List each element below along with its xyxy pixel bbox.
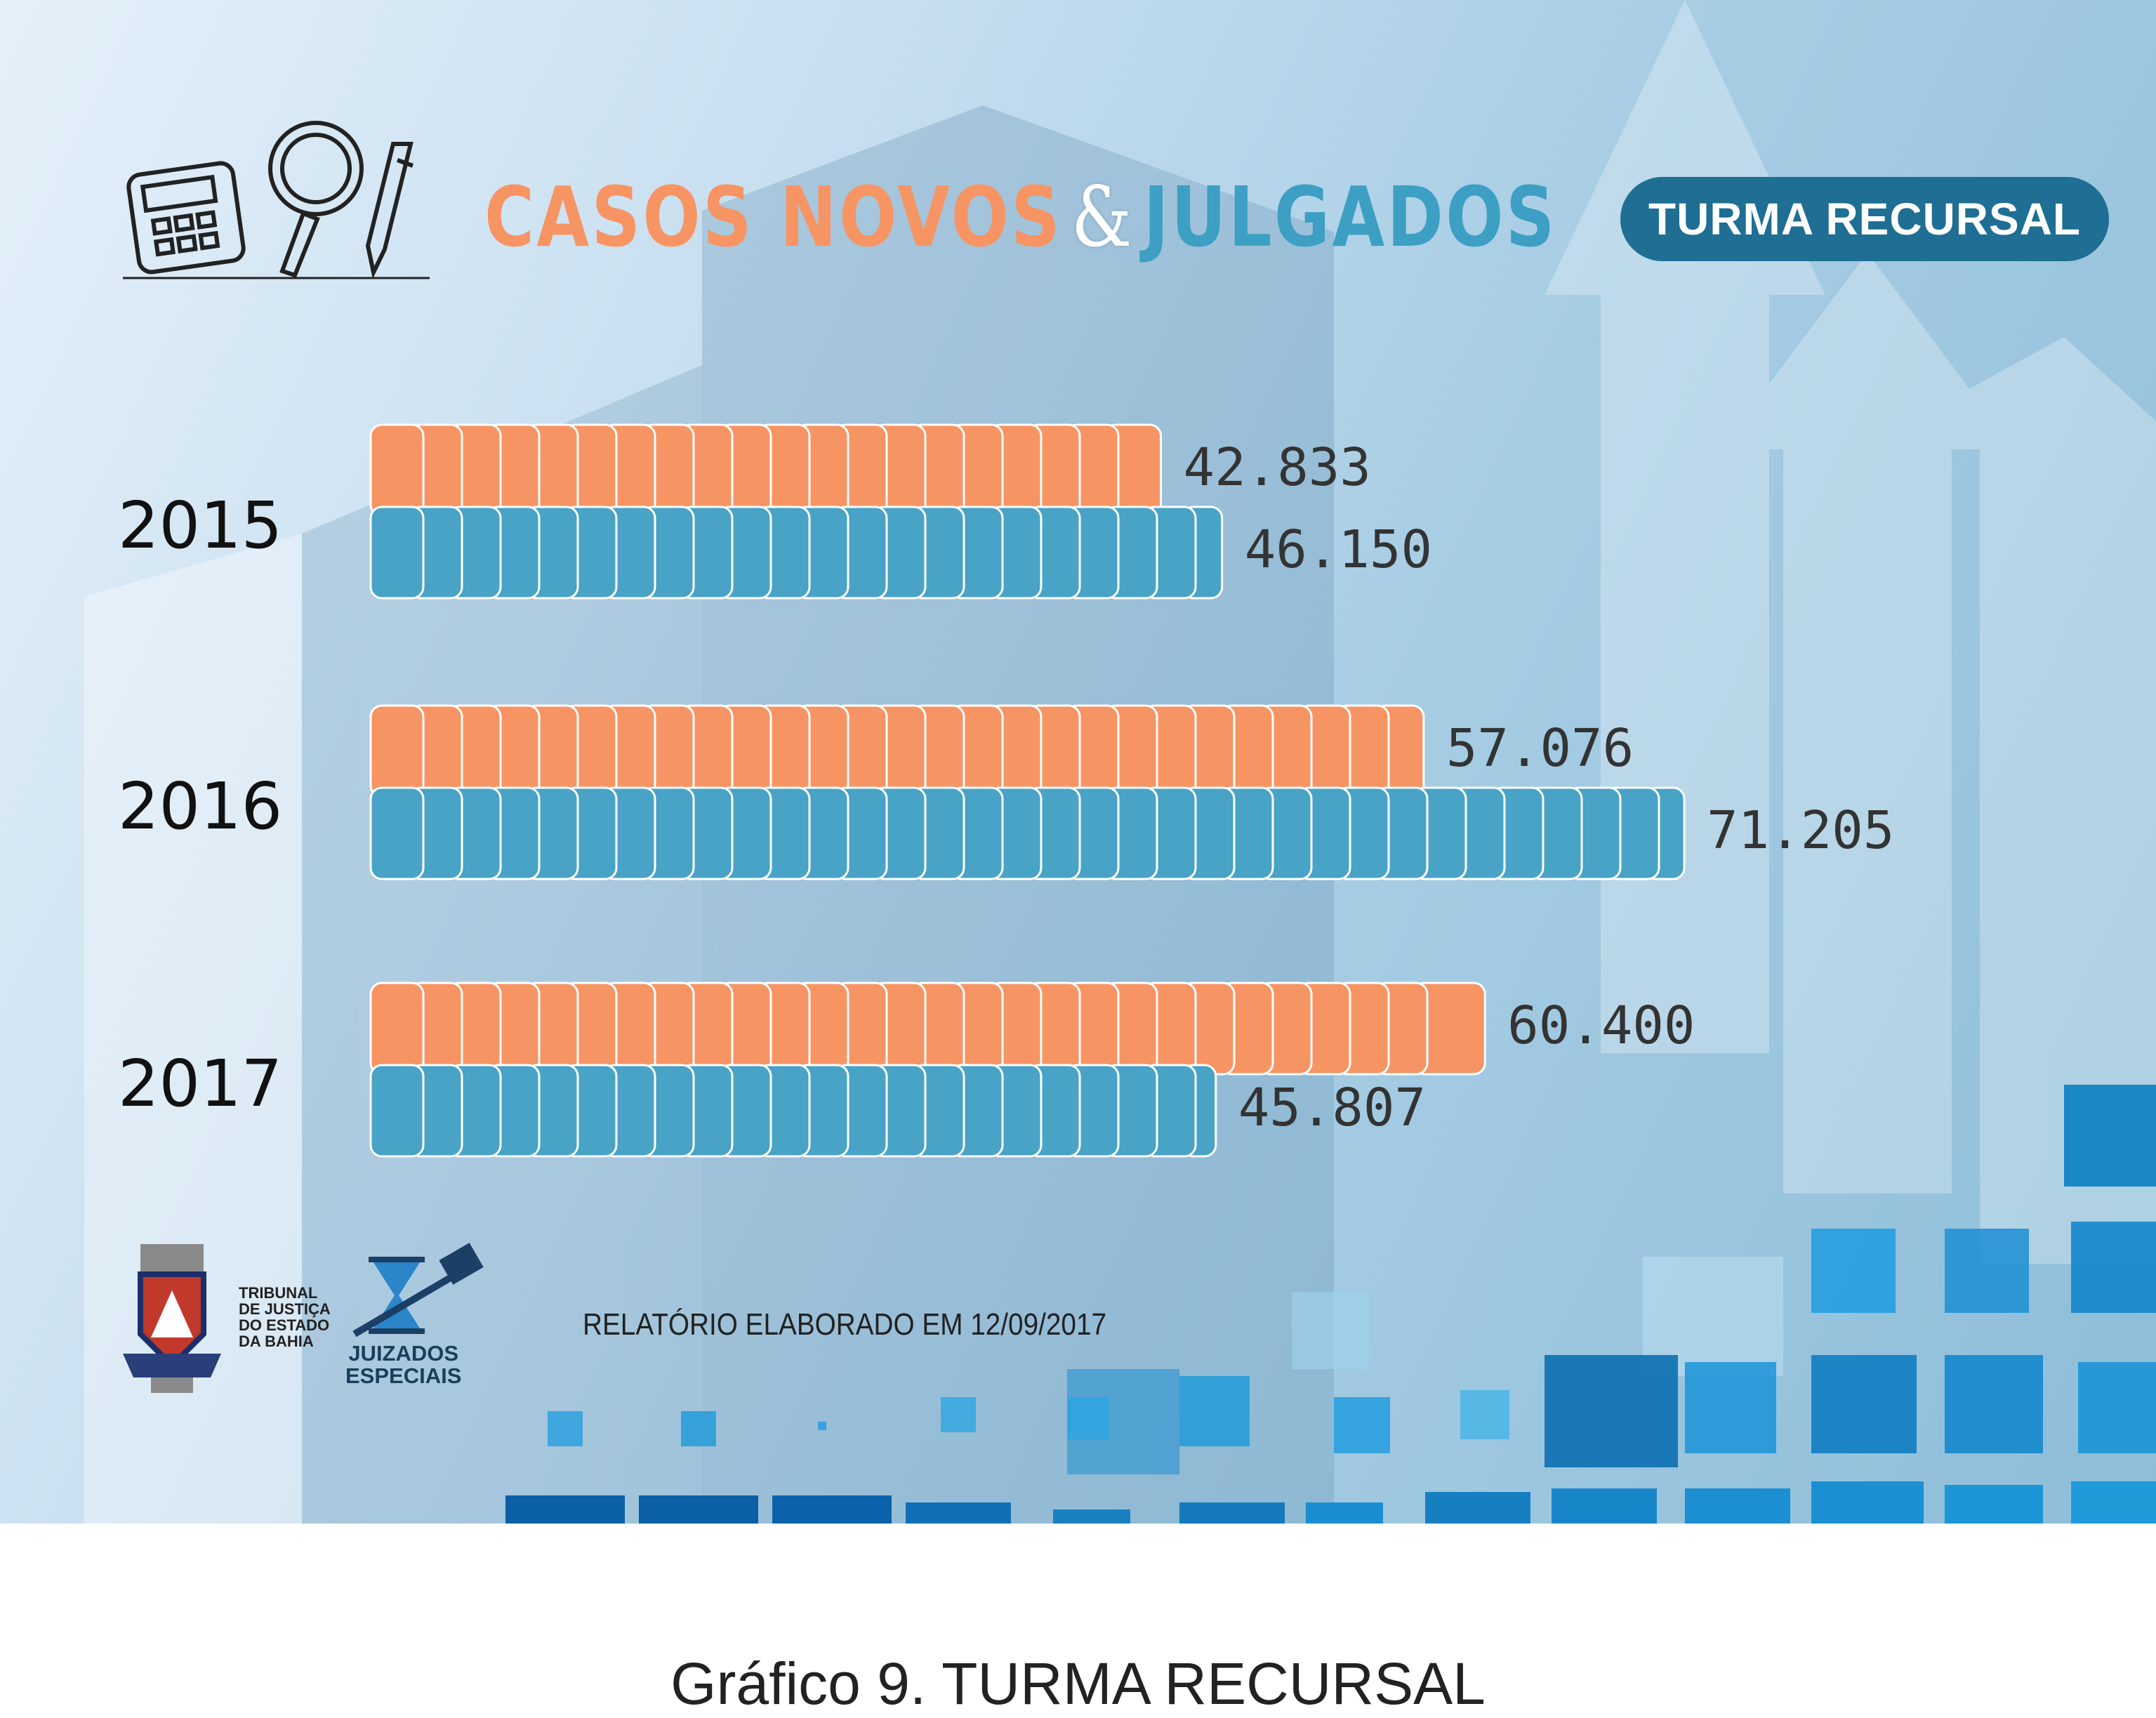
value-label-julgados-2015: 46.150 [1244,520,1433,580]
value-label-julgados-2017: 45.807 [1238,1078,1427,1138]
magnifier-icon [268,121,364,278]
juizados-line: ESPECIAIS [345,1363,462,1388]
bar-segment [369,506,425,600]
bar-casos-novos-2015 [369,423,1163,517]
poster-background: CASOS NOVOS & JULGADOS TURMA RECURSAL TRIB… [0,0,2156,1524]
pixel-squares [505,1085,2156,1524]
value-label-julgados-2016: 71.205 [1707,800,1895,861]
value-label-casos-novos-2017: 60.400 [1507,996,1695,1056]
title-ampersand: & [1071,169,1135,265]
tribunal-line: DO ESTADO [239,1316,330,1334]
bar-julgados-2017 [369,1064,1217,1158]
tribunal-line: DA BAHIA [239,1333,314,1350]
year-label-2017: 2017 [118,1046,283,1121]
juizados-hourglass-icon [352,1243,484,1337]
bar-segment [369,1064,425,1158]
juizados-especiais-label: JUIZADOS ESPECIAIS [345,1342,461,1387]
bar-julgados-2016 [369,786,1686,880]
title-casos-novos: CASOS NOVOS [484,169,1063,265]
bar-segment [369,786,425,880]
juizados-line: JUIZADOS [348,1341,459,1366]
bar-segment [369,423,425,517]
value-label-casos-novos-2015: 42.833 [1183,437,1371,498]
tribunal-line: DE JUSTIÇA [239,1300,331,1318]
year-label-2015: 2015 [118,488,283,563]
bar-chart [369,423,1686,1158]
bar-julgados-2015 [369,506,1224,600]
turma-recursal-badge: TURMA RECURSAL [1620,177,2109,261]
report-date-note: RELATÓRIO ELABORADO EM 12/09/2017 [583,1307,1107,1342]
tribunal-name: TRIBUNAL DE JUSTIÇA DO ESTADO DA BAHIA [239,1285,331,1349]
title-julgados: JULGADOS [1143,169,1557,265]
tribunal-line: TRIBUNAL [239,1284,318,1302]
bar-segment [369,704,425,798]
year-label-2016: 2016 [118,769,283,844]
pen-icon [365,142,414,279]
chart-title: CASOS NOVOS & JULGADOS [484,169,1557,265]
bar-casos-novos-2016 [369,704,1425,798]
bar-segment [369,982,425,1076]
tribunal-crest-icon [123,1244,221,1393]
value-label-casos-novos-2016: 57.076 [1446,718,1634,779]
figure-caption: Gráfico 9. TURMA RECURSAL [670,1651,1486,1717]
calculator-icon [126,161,246,275]
bar-casos-novos-2017 [369,982,1486,1076]
